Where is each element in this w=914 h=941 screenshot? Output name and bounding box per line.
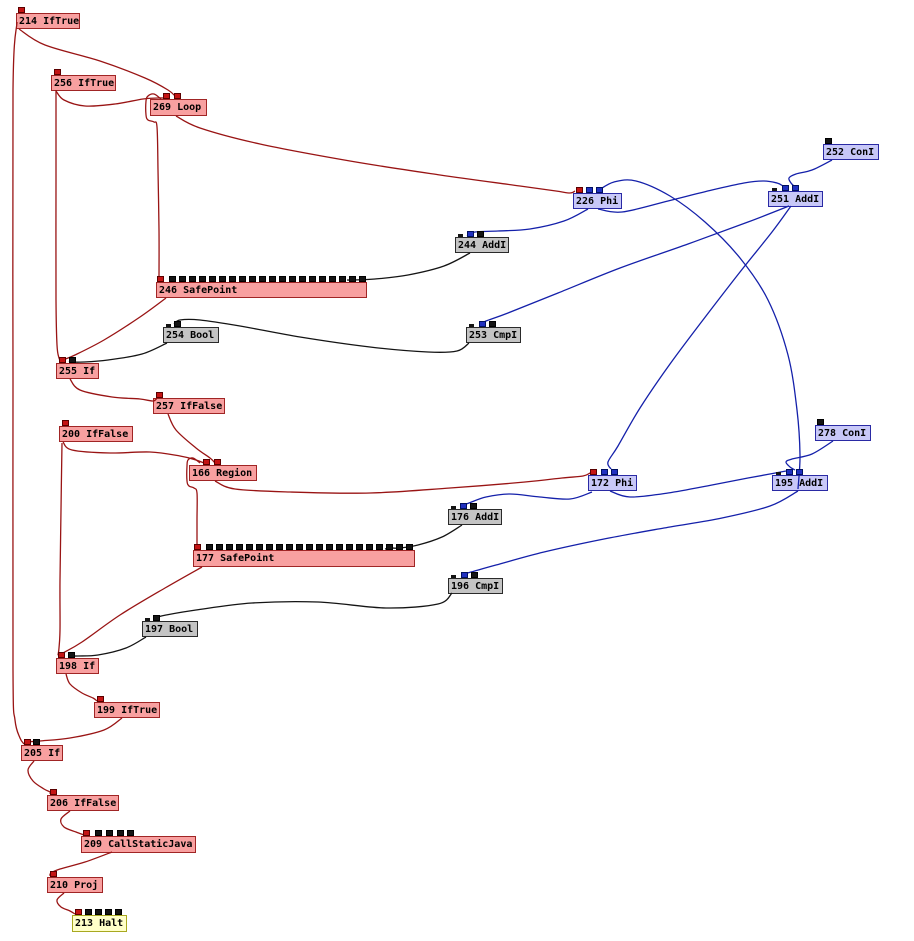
graph-node-256[interactable]: 256 IfTrue [51, 75, 116, 91]
graph-node-209[interactable]: 209 CallStaticJava [81, 836, 196, 853]
node-label: 195 AddI [775, 478, 824, 489]
graph-node-210[interactable]: 210 Proj [47, 877, 103, 893]
node-label: 197 Bool [145, 624, 194, 635]
node-label: 254 Bool [166, 330, 215, 341]
graph-node-246[interactable]: 246 SafePoint [156, 282, 367, 298]
graph-node-214[interactable]: 214 IfTrue [16, 13, 80, 29]
node-label: 269 Loop [153, 102, 202, 113]
graph-node-196[interactable]: 196 CmpI [448, 578, 503, 594]
graph-node-255[interactable]: 255 If [56, 363, 99, 379]
graph-node-198[interactable]: 198 If [56, 658, 99, 674]
node-label: 200 IfFalse [62, 429, 129, 440]
graph-node-166[interactable]: 166 Region [189, 465, 257, 481]
node-label: 177 SafePoint [196, 553, 275, 564]
node-label: 209 CallStaticJava [84, 839, 193, 850]
graph-node-252[interactable]: 252 ConI [823, 144, 879, 160]
graph-node-253[interactable]: 253 CmpI [466, 327, 521, 343]
graph-node-254[interactable]: 254 Bool [163, 327, 219, 343]
graph-node-177[interactable]: 177 SafePoint [193, 550, 415, 567]
graph-node-213[interactable]: 213 Halt [72, 915, 127, 932]
node-label: 166 Region [192, 468, 253, 479]
graph-node-257[interactable]: 257 IfFalse [153, 398, 225, 414]
node-label: 199 IfTrue [97, 705, 158, 716]
node-label: 226 Phi [576, 196, 619, 207]
graph-node-205[interactable]: 205 If [21, 745, 63, 761]
node-label: 172 Phi [591, 478, 634, 489]
graph-node-244[interactable]: 244 AddI [455, 237, 509, 253]
node-label: 256 IfTrue [54, 78, 115, 89]
node-label: 213 Halt [75, 918, 124, 929]
node-label: 214 IfTrue [19, 16, 80, 27]
node-label: 255 If [59, 366, 96, 377]
node-label: 253 CmpI [469, 330, 518, 341]
graph-node-172[interactable]: 172 Phi [588, 475, 637, 491]
node-label: 176 AddI [451, 512, 500, 523]
graph-node-199[interactable]: 199 IfTrue [94, 702, 160, 718]
node-label: 196 CmpI [451, 581, 500, 592]
graph-node-197[interactable]: 197 Bool [142, 621, 198, 637]
node-label: 278 ConI [818, 428, 867, 439]
graph-node-226[interactable]: 226 Phi [573, 193, 622, 209]
graph-node-195[interactable]: 195 AddI [772, 475, 828, 491]
node-label: 244 AddI [458, 240, 507, 251]
graph-node-176[interactable]: 176 AddI [448, 509, 502, 525]
graph-node-251[interactable]: 251 AddI [768, 191, 823, 207]
node-label: 257 IfFalse [156, 401, 223, 412]
graph-node-278[interactable]: 278 ConI [815, 425, 871, 441]
graph-node-206[interactable]: 206 IfFalse [47, 795, 119, 811]
node-label: 252 ConI [826, 147, 875, 158]
node-label: 210 Proj [50, 880, 99, 891]
node-label: 198 If [59, 661, 96, 672]
graph-node-200[interactable]: 200 IfFalse [59, 426, 133, 442]
node-label: 246 SafePoint [159, 285, 238, 296]
node-label: 251 AddI [771, 194, 820, 205]
node-label: 206 IfFalse [50, 798, 117, 809]
graph-node-269[interactable]: 269 Loop [150, 99, 207, 116]
node-label: 205 If [24, 748, 61, 759]
